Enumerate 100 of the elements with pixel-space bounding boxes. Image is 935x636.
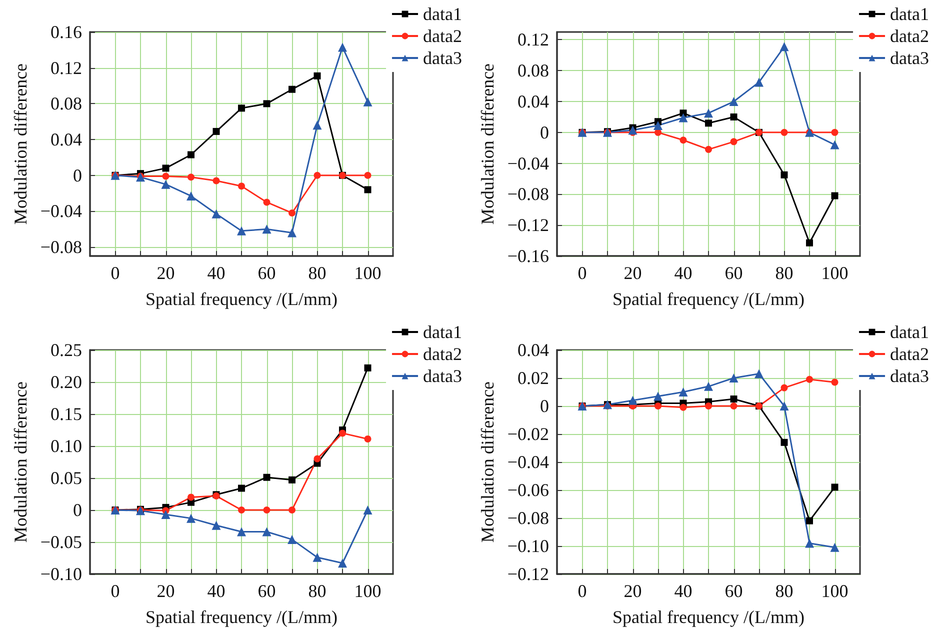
point [188,174,194,181]
y-tick-label: 0.08 [50,94,82,114]
x-axis-title: Spatial frequency /(L/mm) [146,289,338,309]
x-tick-label: 100 [821,263,848,283]
x-tick-label: 80 [775,581,794,601]
point [730,396,738,402]
legend-label: data2 [890,26,930,46]
legend-label: data3 [423,366,462,386]
x-tick-label: 20 [156,581,175,601]
point [730,402,738,410]
point [312,552,322,562]
y-tick-label: −0.10 [507,536,549,556]
x-tick-label: 20 [624,263,642,283]
point [338,558,347,568]
point [678,113,688,122]
point [186,191,196,200]
x-tick-label: 80 [775,263,794,283]
point [364,364,372,372]
point [288,506,296,514]
y-tick-label: 0.05 [50,468,82,488]
y-tick-label: 0 [73,500,82,520]
point [339,430,346,437]
point [212,128,220,135]
y-tick-label: 0.16 [50,22,82,42]
point [263,506,270,514]
point [729,97,738,106]
point [288,209,296,216]
x-axis-title: Spatial frequency /(L/mm) [146,607,338,627]
legend-label: data1 [890,322,930,342]
point [364,186,372,194]
x-tick-label: 40 [207,263,226,283]
point [831,484,838,491]
point [312,120,322,130]
point [780,42,789,52]
x-tick-label: 0 [578,581,587,601]
point [314,455,321,462]
y-tick-label: 0 [73,165,82,186]
y-tick-label: 0.12 [50,58,82,78]
point [238,182,245,190]
point [680,136,687,144]
x-tick-label: 0 [110,581,120,601]
y-axis-title: Modulation difference [477,63,498,225]
point [314,72,321,80]
y-tick-label: 0 [540,122,549,142]
point [654,392,662,401]
point [830,542,840,552]
y-tick-label: −0.12 [507,564,549,584]
point [212,520,221,530]
y-tick-label: −0.04 [507,153,549,174]
x-tick-label: 20 [624,581,642,601]
point [730,138,738,146]
y-tick-label: −0.08 [40,237,82,258]
y-tick-label: 0.02 [518,368,549,388]
point [654,120,662,130]
point [238,484,245,492]
point [238,104,245,112]
legend-label: data1 [890,4,930,24]
point [754,78,764,87]
y-tick-label: −0.06 [507,480,549,500]
point [338,42,347,52]
x-tick-label: 100 [821,581,848,601]
x-tick-label: 60 [258,263,276,283]
point [780,438,788,446]
y-tick-label: −0.05 [40,532,82,552]
point [237,226,246,236]
point [237,527,246,536]
legend-label: data2 [423,344,462,364]
y-tick-label: 0.04 [518,92,549,112]
point [288,476,296,484]
x-tick-label: 100 [354,263,382,283]
point [806,517,813,524]
y-tick-label: −0.04 [40,201,82,222]
y-tick-label: −0.12 [507,215,549,236]
point [262,527,272,536]
legend-label: data3 [890,366,930,386]
point [628,126,638,135]
y-tick-label: 0.12 [518,30,549,50]
y-tick-label: −0.08 [507,508,549,528]
point [628,396,638,405]
y-tick-label: 0.04 [50,130,82,150]
legend-label: data1 [423,322,462,342]
point [704,382,713,391]
y-tick-label: −0.02 [507,424,549,444]
point [186,514,196,523]
x-tick-label: 20 [156,263,175,283]
point [729,374,738,382]
point [363,506,372,514]
legend-label: data3 [423,48,462,68]
legend-label: data2 [423,26,462,46]
point [780,402,789,410]
legend-label: data2 [890,344,930,364]
point [780,384,788,392]
y-axis-title: Modulation difference [10,381,30,543]
point [212,177,220,184]
point [704,108,713,118]
point [831,192,838,200]
point [363,97,372,106]
x-tick-label: 40 [207,581,226,601]
point [831,128,838,136]
point [263,474,270,481]
